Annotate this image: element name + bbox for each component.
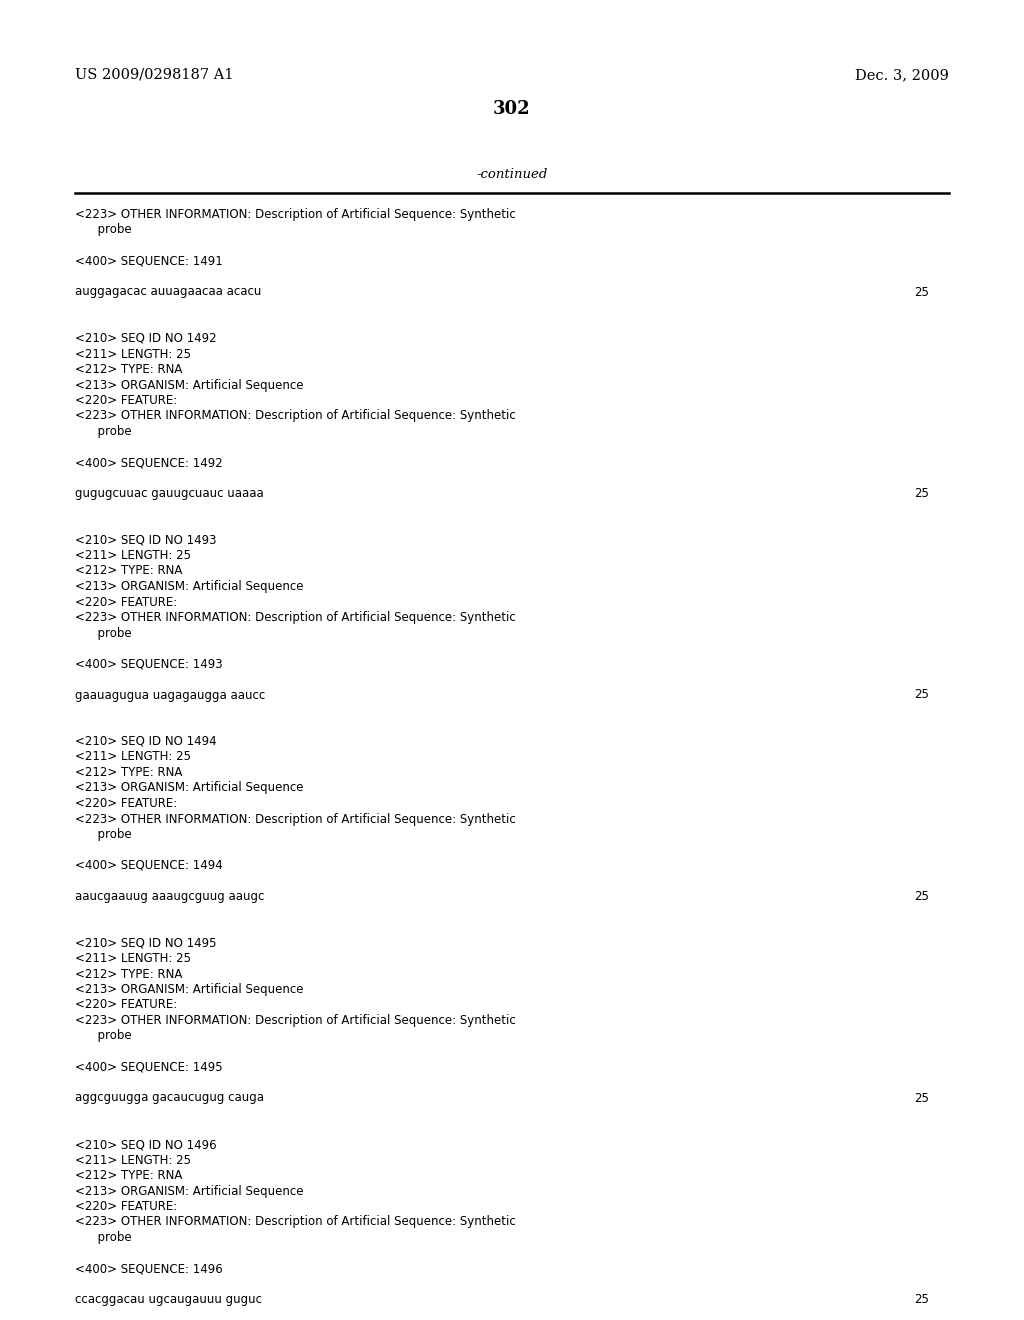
Text: ccacggacau ugcaugauuu guguc: ccacggacau ugcaugauuu guguc — [75, 1294, 262, 1305]
Text: probe: probe — [75, 1232, 132, 1243]
Text: <223> OTHER INFORMATION: Description of Artificial Sequence: Synthetic: <223> OTHER INFORMATION: Description of … — [75, 1216, 516, 1229]
Text: 25: 25 — [914, 1092, 929, 1105]
Text: probe: probe — [75, 828, 132, 841]
Text: <212> TYPE: RNA: <212> TYPE: RNA — [75, 968, 182, 981]
Text: <223> OTHER INFORMATION: Description of Artificial Sequence: Synthetic: <223> OTHER INFORMATION: Description of … — [75, 813, 516, 825]
Text: <400> SEQUENCE: 1493: <400> SEQUENCE: 1493 — [75, 657, 222, 671]
Text: <210> SEQ ID NO 1492: <210> SEQ ID NO 1492 — [75, 333, 217, 345]
Text: 25: 25 — [914, 689, 929, 701]
Text: <213> ORGANISM: Artificial Sequence: <213> ORGANISM: Artificial Sequence — [75, 1184, 303, 1197]
Text: <220> FEATURE:: <220> FEATURE: — [75, 393, 177, 407]
Text: <211> LENGTH: 25: <211> LENGTH: 25 — [75, 549, 191, 562]
Text: <213> ORGANISM: Artificial Sequence: <213> ORGANISM: Artificial Sequence — [75, 579, 303, 593]
Text: probe: probe — [75, 1030, 132, 1043]
Text: -continued: -continued — [476, 168, 548, 181]
Text: auggagacac auuagaacaa acacu: auggagacac auuagaacaa acacu — [75, 285, 261, 298]
Text: <210> SEQ ID NO 1493: <210> SEQ ID NO 1493 — [75, 533, 216, 546]
Text: <213> ORGANISM: Artificial Sequence: <213> ORGANISM: Artificial Sequence — [75, 379, 303, 392]
Text: 25: 25 — [914, 890, 929, 903]
Text: <211> LENGTH: 25: <211> LENGTH: 25 — [75, 952, 191, 965]
Text: <210> SEQ ID NO 1495: <210> SEQ ID NO 1495 — [75, 936, 216, 949]
Text: probe: probe — [75, 223, 132, 236]
Text: 25: 25 — [914, 285, 929, 298]
Text: <400> SEQUENCE: 1491: <400> SEQUENCE: 1491 — [75, 255, 223, 268]
Text: 302: 302 — [494, 100, 530, 117]
Text: <223> OTHER INFORMATION: Description of Artificial Sequence: Synthetic: <223> OTHER INFORMATION: Description of … — [75, 209, 516, 220]
Text: <212> TYPE: RNA: <212> TYPE: RNA — [75, 565, 182, 578]
Text: <220> FEATURE:: <220> FEATURE: — [75, 595, 177, 609]
Text: <213> ORGANISM: Artificial Sequence: <213> ORGANISM: Artificial Sequence — [75, 983, 303, 997]
Text: probe: probe — [75, 425, 132, 438]
Text: aggcguugga gacaucugug cauga: aggcguugga gacaucugug cauga — [75, 1092, 264, 1105]
Text: 25: 25 — [914, 1294, 929, 1305]
Text: <220> FEATURE:: <220> FEATURE: — [75, 1200, 177, 1213]
Text: <400> SEQUENCE: 1496: <400> SEQUENCE: 1496 — [75, 1262, 223, 1275]
Text: <210> SEQ ID NO 1494: <210> SEQ ID NO 1494 — [75, 735, 217, 748]
Text: <223> OTHER INFORMATION: Description of Artificial Sequence: Synthetic: <223> OTHER INFORMATION: Description of … — [75, 611, 516, 624]
Text: <220> FEATURE:: <220> FEATURE: — [75, 998, 177, 1011]
Text: <400> SEQUENCE: 1494: <400> SEQUENCE: 1494 — [75, 859, 223, 873]
Text: <212> TYPE: RNA: <212> TYPE: RNA — [75, 1170, 182, 1181]
Text: <223> OTHER INFORMATION: Description of Artificial Sequence: Synthetic: <223> OTHER INFORMATION: Description of … — [75, 409, 516, 422]
Text: aaucgaauug aaaugcguug aaugc: aaucgaauug aaaugcguug aaugc — [75, 890, 264, 903]
Text: <223> OTHER INFORMATION: Description of Artificial Sequence: Synthetic: <223> OTHER INFORMATION: Description of … — [75, 1014, 516, 1027]
Text: probe: probe — [75, 627, 132, 639]
Text: <220> FEATURE:: <220> FEATURE: — [75, 797, 177, 810]
Text: <213> ORGANISM: Artificial Sequence: <213> ORGANISM: Artificial Sequence — [75, 781, 303, 795]
Text: Dec. 3, 2009: Dec. 3, 2009 — [855, 69, 949, 82]
Text: 25: 25 — [914, 487, 929, 500]
Text: <212> TYPE: RNA: <212> TYPE: RNA — [75, 363, 182, 376]
Text: gaauagugua uagagaugga aaucc: gaauagugua uagagaugga aaucc — [75, 689, 265, 701]
Text: <210> SEQ ID NO 1496: <210> SEQ ID NO 1496 — [75, 1138, 217, 1151]
Text: <211> LENGTH: 25: <211> LENGTH: 25 — [75, 751, 191, 763]
Text: gugugcuuac gauugcuauc uaaaa: gugugcuuac gauugcuauc uaaaa — [75, 487, 264, 500]
Text: US 2009/0298187 A1: US 2009/0298187 A1 — [75, 69, 233, 82]
Text: <212> TYPE: RNA: <212> TYPE: RNA — [75, 766, 182, 779]
Text: <400> SEQUENCE: 1492: <400> SEQUENCE: 1492 — [75, 455, 223, 469]
Text: <211> LENGTH: 25: <211> LENGTH: 25 — [75, 347, 191, 360]
Text: <400> SEQUENCE: 1495: <400> SEQUENCE: 1495 — [75, 1060, 222, 1073]
Text: <211> LENGTH: 25: <211> LENGTH: 25 — [75, 1154, 191, 1167]
